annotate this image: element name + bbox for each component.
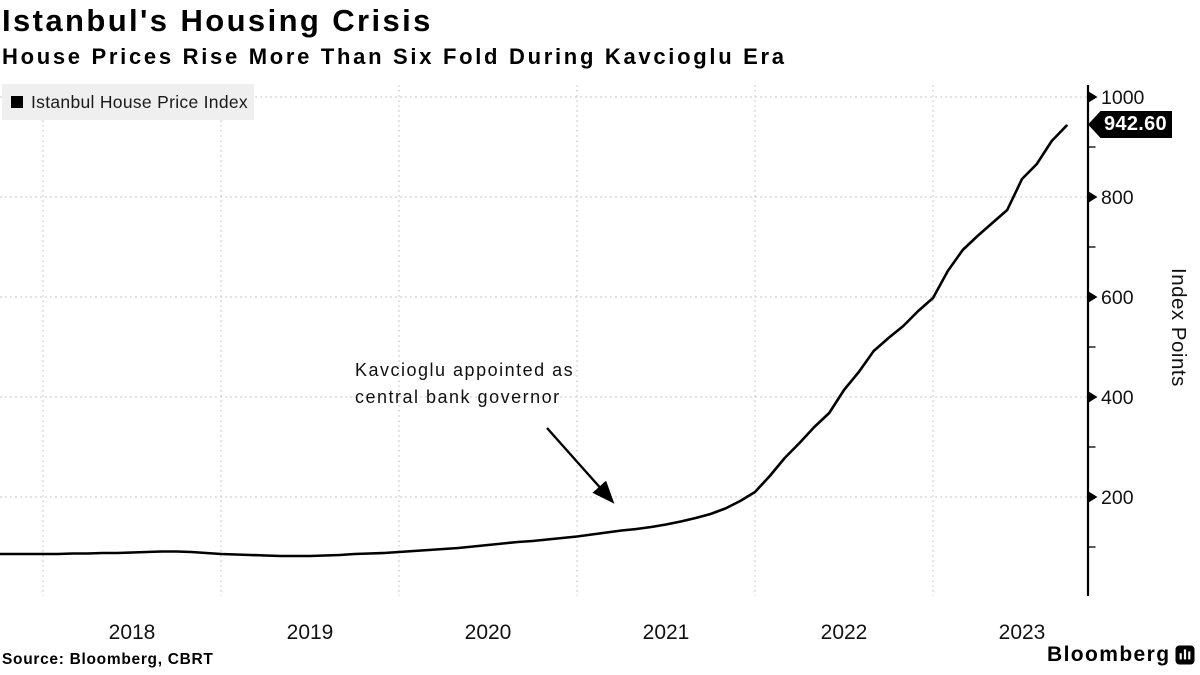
- axis-labels: 200 400 600 800 1000 2018 2019 2020 2021 2022 2023: [109, 87, 1145, 644]
- y-axis-tick-label: 600: [1101, 287, 1134, 309]
- bloomberg-wordmark: Bloomberg: [1047, 643, 1171, 666]
- y-axis-tick-label: 1000: [1101, 87, 1145, 109]
- chart-subtitle: House Prices Rise More Than Six Fold Dur…: [2, 44, 787, 69]
- house-price-index-line: [0, 124, 1068, 558]
- x-axis-year-label: 2021: [643, 621, 690, 644]
- y-axis-tick-label: 400: [1101, 387, 1134, 409]
- last-value-tag: 942.60: [1088, 111, 1172, 138]
- x-axis-year-label: 2023: [999, 621, 1046, 644]
- y-axis-major-tick-icon: [1089, 291, 1098, 303]
- chart-title: Istanbul's Housing Crisis: [2, 3, 433, 38]
- annotation-line-1: Kavcioglu appointed as: [355, 360, 575, 380]
- y-axis-major-tick-icon: [1089, 491, 1098, 503]
- x-axis-year-label: 2019: [287, 621, 334, 644]
- legend: Istanbul House Price Index: [2, 84, 254, 120]
- gridlines: [0, 85, 1088, 596]
- x-axis-year-label: 2022: [821, 621, 868, 644]
- annotation-line-2: central bank governor: [355, 387, 561, 407]
- x-axis-year-label: 2020: [465, 621, 512, 644]
- y-axis-major-tick-icon: [1089, 391, 1098, 403]
- legend-swatch-icon: [11, 96, 23, 108]
- annotation-arrow-shaft: [546, 427, 615, 504]
- annotation-arrow: [546, 427, 615, 504]
- annotation-text: Kavcioglu appointed as central bank gove…: [355, 357, 574, 411]
- y-axis-title: Index Points: [1167, 268, 1190, 387]
- x-axis-year-label: 2018: [109, 621, 156, 644]
- y-axis-tick-label: 200: [1101, 487, 1134, 509]
- index-line-series: [0, 124, 1068, 558]
- y-axis: [1086, 85, 1098, 596]
- bloomberg-bug-icon: [1175, 645, 1195, 665]
- y-axis-major-tick-icon: [1089, 191, 1098, 203]
- bloomberg-logo: Bloomberg: [1047, 643, 1195, 667]
- y-axis-tick-label: 800: [1101, 187, 1134, 209]
- y-axis-major-tick-icon: [1089, 91, 1098, 103]
- source-credit: Source: Bloomberg, CBRT: [2, 651, 214, 668]
- legend-label: Istanbul House Price Index: [31, 91, 248, 112]
